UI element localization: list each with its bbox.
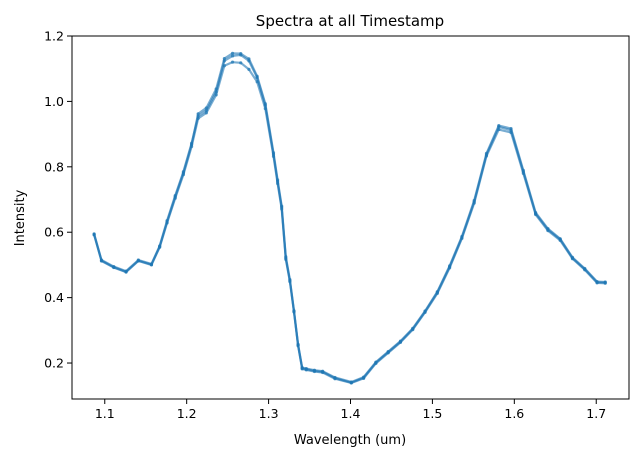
spectrum-point bbox=[570, 257, 575, 261]
spectrum-point bbox=[304, 368, 308, 372]
spectrum-point bbox=[497, 124, 501, 128]
x-tick-label: 1.7 bbox=[586, 406, 606, 421]
spectrum-point bbox=[435, 291, 439, 295]
y-tick-label: 1.0 bbox=[44, 94, 64, 109]
spectrum-point bbox=[247, 67, 251, 71]
spectrum-point bbox=[292, 310, 296, 314]
spectrum-point bbox=[349, 381, 353, 385]
spectrum-point bbox=[398, 340, 403, 345]
spectrum-point bbox=[196, 112, 200, 116]
y-tick-label: 0.6 bbox=[44, 225, 64, 240]
x-tick-label: 1.5 bbox=[422, 406, 442, 421]
spectrum-point bbox=[99, 259, 104, 263]
x-axis: 1.1 1.2 1.3 1.4 1.5 1.6 1.7 bbox=[95, 399, 606, 421]
spectrum-point bbox=[222, 56, 226, 61]
spectrum-point bbox=[255, 80, 259, 84]
spectrum-point bbox=[136, 259, 140, 263]
spectrum-line-1 bbox=[93, 53, 607, 384]
spectrum-point bbox=[362, 376, 366, 380]
spectrum-point bbox=[189, 144, 194, 149]
spectrum-point bbox=[296, 344, 300, 348]
spectrum-point bbox=[196, 116, 200, 121]
spectrum-point bbox=[230, 60, 235, 64]
spectrum-point bbox=[124, 270, 128, 274]
spectrum-point bbox=[165, 221, 169, 225]
spectrum-point bbox=[484, 154, 489, 158]
spectrum-point bbox=[509, 130, 513, 135]
spectrum-point bbox=[239, 52, 243, 56]
spectrum-point bbox=[374, 361, 378, 365]
spectrum-point bbox=[276, 181, 280, 186]
spectrum-point bbox=[423, 310, 427, 314]
spectrum-point bbox=[321, 370, 325, 375]
x-tick-label: 1.3 bbox=[259, 406, 279, 421]
spectrum-point bbox=[214, 93, 218, 97]
y-axis-label: Intensity bbox=[13, 189, 28, 246]
spectrum-point bbox=[92, 233, 96, 237]
x-tick-label: 1.2 bbox=[177, 406, 197, 421]
plot-area bbox=[92, 51, 607, 385]
y-tick-label: 0.2 bbox=[44, 356, 64, 371]
spectrum-point bbox=[509, 126, 513, 131]
x-axis-label: Wavelength (um) bbox=[294, 433, 406, 448]
y-tick-label: 1.2 bbox=[44, 29, 64, 44]
spectrum-line-3 bbox=[93, 61, 607, 385]
spectrum-point bbox=[595, 281, 599, 285]
spectrum-point bbox=[312, 369, 317, 374]
spectrum-point bbox=[271, 154, 276, 158]
spectrum-point bbox=[173, 196, 177, 200]
x-tick-label: 1.4 bbox=[341, 406, 361, 421]
spectrum-point bbox=[546, 228, 550, 233]
spectrum-point bbox=[583, 268, 587, 272]
spectrum-point bbox=[112, 265, 116, 270]
spectrum-point bbox=[255, 74, 259, 78]
spectrum-point bbox=[300, 367, 304, 371]
spectrum-point bbox=[230, 54, 235, 58]
spectrum-point bbox=[534, 212, 538, 217]
spectrum-point bbox=[280, 207, 284, 211]
spectrum-point bbox=[386, 351, 390, 355]
spectrum-point bbox=[204, 106, 208, 110]
spectrum-point bbox=[149, 263, 154, 267]
spectrum-point bbox=[333, 377, 337, 381]
y-tick-label: 0.4 bbox=[44, 290, 64, 305]
spectrum-line-2 bbox=[93, 52, 607, 384]
spectrum-point bbox=[239, 61, 243, 65]
chart-title: Spectra at all Timestamp bbox=[256, 12, 444, 30]
spectrum-point bbox=[603, 281, 607, 285]
spectrum-point bbox=[472, 201, 476, 205]
x-tick-label: 1.6 bbox=[504, 406, 524, 421]
spectrum-point bbox=[411, 328, 415, 332]
spectrum-point bbox=[521, 171, 525, 175]
spectrum-point bbox=[284, 257, 288, 261]
axes-frame bbox=[71, 35, 630, 400]
spectrum-point bbox=[222, 64, 226, 68]
spectrum-point bbox=[263, 107, 267, 111]
spectrum-point bbox=[158, 245, 162, 249]
y-tick-label: 0.8 bbox=[44, 159, 64, 174]
spectrum-point bbox=[460, 236, 464, 241]
spectrum-point bbox=[181, 173, 185, 177]
x-tick-label: 1.1 bbox=[95, 406, 115, 421]
spectrum-point bbox=[558, 238, 562, 242]
spectrum-point bbox=[230, 51, 235, 55]
y-axis: 0.2 0.4 0.6 0.8 1.0 1.2 bbox=[44, 29, 72, 371]
spectrum-point bbox=[247, 57, 251, 61]
spectrum-point bbox=[448, 266, 452, 270]
spectrum-point bbox=[204, 111, 208, 115]
spectrum-point bbox=[497, 127, 501, 132]
spectrum-point bbox=[288, 280, 292, 284]
